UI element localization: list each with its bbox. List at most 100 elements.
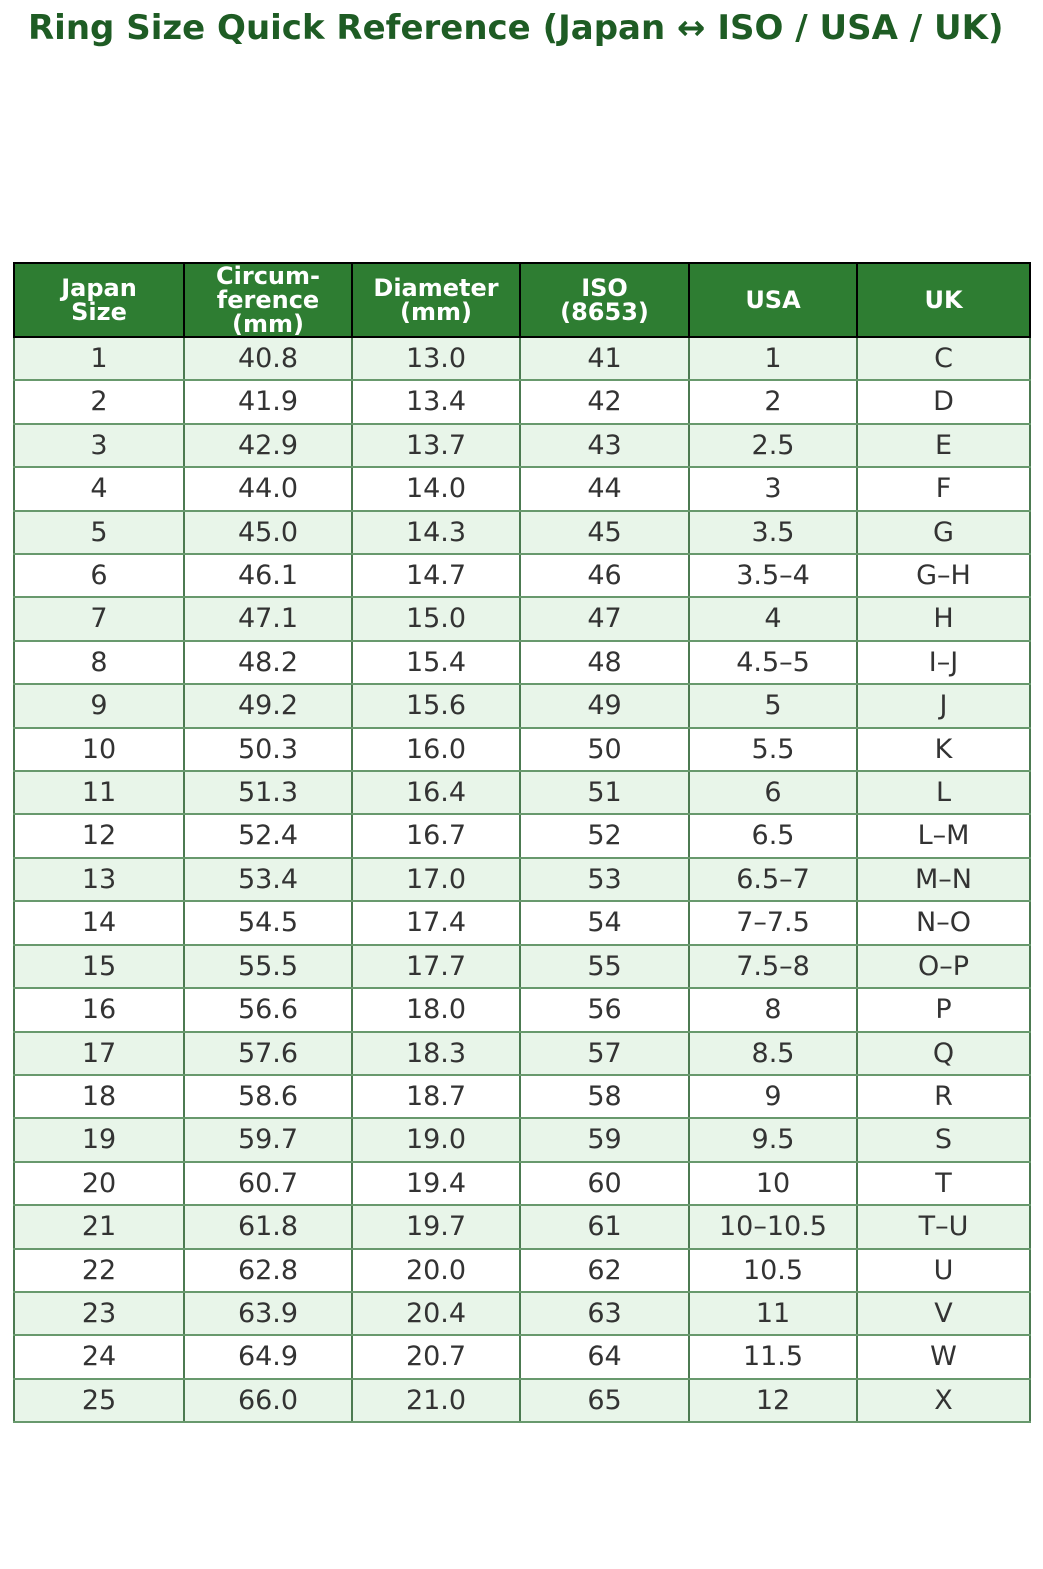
cell-uk: D — [856, 379, 1031, 425]
cell-iso: 54 — [519, 900, 690, 946]
cell-circumference: 63.9 — [183, 1290, 353, 1337]
cell-iso: 58 — [519, 1073, 690, 1120]
cell-uk: C — [856, 335, 1031, 382]
cell-usa: 6.5 — [688, 813, 858, 859]
cell-iso: 47 — [519, 596, 690, 642]
table-row: 20 60.7 19.4 60 10 T — [13, 1160, 1031, 1207]
cell-japan-size: 15 — [13, 943, 185, 990]
cell-diameter: 17.4 — [351, 900, 521, 946]
cell-iso: 45 — [519, 509, 690, 556]
table-row: 2 41.9 13.4 42 2 D — [13, 379, 1031, 425]
cell-japan-size: 5 — [13, 509, 185, 556]
cell-circumference: 50.3 — [183, 726, 353, 773]
cell-circumference: 52.4 — [183, 813, 353, 859]
cell-japan-size: 2 — [13, 379, 185, 425]
cell-circumference: 40.8 — [183, 335, 353, 382]
table-row: 23 63.9 20.4 63 11 V — [13, 1290, 1031, 1337]
cell-iso: 60 — [519, 1160, 690, 1207]
cell-iso: 55 — [519, 943, 690, 990]
table-row: 1 40.8 13.0 41 1 C — [13, 335, 1031, 382]
cell-usa: 9.5 — [688, 1117, 858, 1163]
cell-usa: 3 — [688, 466, 858, 512]
cell-japan-size: 21 — [13, 1204, 185, 1250]
cell-iso: 61 — [519, 1204, 690, 1250]
cell-circumference: 61.8 — [183, 1204, 353, 1250]
cell-circumference: 47.1 — [183, 596, 353, 642]
table-row: 21 61.8 19.7 61 10–10.5 T–U — [13, 1204, 1031, 1250]
cell-diameter: 20.0 — [351, 1247, 521, 1293]
table-row: 3 42.9 13.7 43 2.5 E — [13, 422, 1031, 469]
cell-circumference: 66.0 — [183, 1377, 353, 1424]
cell-usa: 11.5 — [688, 1334, 858, 1380]
cell-usa: 10.5 — [688, 1247, 858, 1293]
cell-circumference: 46.1 — [183, 553, 353, 599]
cell-uk: I–J — [856, 639, 1031, 686]
cell-japan-size: 1 — [13, 335, 185, 382]
cell-circumference: 59.7 — [183, 1117, 353, 1163]
table-row: 25 66.0 21.0 65 12 X — [13, 1377, 1031, 1424]
cell-usa: 8.5 — [688, 1030, 858, 1076]
table-row: 13 53.4 17.0 53 6.5–7 M–N — [13, 856, 1031, 903]
cell-japan-size: 8 — [13, 639, 185, 686]
table-row: 16 56.6 18.0 56 8 P — [13, 987, 1031, 1033]
cell-uk: M–N — [856, 856, 1031, 903]
table-row: 22 62.8 20.0 62 10.5 U — [13, 1247, 1031, 1293]
cell-uk: W — [856, 1334, 1031, 1380]
cell-diameter: 18.0 — [351, 987, 521, 1033]
cell-iso: 65 — [519, 1377, 690, 1424]
cell-diameter: 15.6 — [351, 683, 521, 729]
cell-diameter: 18.3 — [351, 1030, 521, 1076]
cell-japan-size: 22 — [13, 1247, 185, 1293]
cell-iso: 62 — [519, 1247, 690, 1293]
cell-japan-size: 6 — [13, 553, 185, 599]
cell-diameter: 16.4 — [351, 770, 521, 816]
cell-uk: H — [856, 596, 1031, 642]
cell-diameter: 19.0 — [351, 1117, 521, 1163]
cell-uk: L–M — [856, 813, 1031, 859]
cell-circumference: 41.9 — [183, 379, 353, 425]
cell-circumference: 49.2 — [183, 683, 353, 729]
table-row: 18 58.6 18.7 58 9 R — [13, 1073, 1031, 1120]
cell-uk: V — [856, 1290, 1031, 1337]
cell-usa: 3.5–4 — [688, 553, 858, 599]
cell-iso: 43 — [519, 422, 690, 469]
cell-japan-size: 19 — [13, 1117, 185, 1163]
cell-usa: 8 — [688, 987, 858, 1033]
cell-circumference: 56.6 — [183, 987, 353, 1033]
cell-diameter: 17.0 — [351, 856, 521, 903]
cell-iso: 48 — [519, 639, 690, 686]
cell-usa: 5 — [688, 683, 858, 729]
cell-usa: 9 — [688, 1073, 858, 1120]
cell-japan-size: 12 — [13, 813, 185, 859]
cell-iso: 49 — [519, 683, 690, 729]
cell-diameter: 18.7 — [351, 1073, 521, 1120]
cell-iso: 57 — [519, 1030, 690, 1076]
cell-uk: O–P — [856, 943, 1031, 990]
cell-usa: 12 — [688, 1377, 858, 1424]
cell-diameter: 14.0 — [351, 466, 521, 512]
cell-uk: L — [856, 770, 1031, 816]
table-row: 12 52.4 16.7 52 6.5 L–M — [13, 813, 1031, 859]
cell-circumference: 42.9 — [183, 422, 353, 469]
cell-diameter: 15.0 — [351, 596, 521, 642]
cell-iso: 41 — [519, 335, 690, 382]
table-row: 19 59.7 19.0 59 9.5 S — [13, 1117, 1031, 1163]
cell-circumference: 45.0 — [183, 509, 353, 556]
cell-usa: 2 — [688, 379, 858, 425]
cell-iso: 44 — [519, 466, 690, 512]
cell-diameter: 21.0 — [351, 1377, 521, 1424]
cell-uk: G–H — [856, 553, 1031, 599]
table-row: 6 46.1 14.7 46 3.5–4 G–H — [13, 553, 1031, 599]
cell-usa: 4 — [688, 596, 858, 642]
cell-uk: K — [856, 726, 1031, 773]
cell-diameter: 16.0 — [351, 726, 521, 773]
col-header-usa: USA — [688, 262, 858, 338]
cell-uk: P — [856, 987, 1031, 1033]
header-row: Japan Size Circum- ference (mm) Diameter… — [13, 262, 1031, 338]
table-row: 11 51.3 16.4 51 6 L — [13, 770, 1031, 816]
cell-diameter: 19.4 — [351, 1160, 521, 1207]
table-row: 8 48.2 15.4 48 4.5–5 I–J — [13, 639, 1031, 686]
cell-diameter: 13.4 — [351, 379, 521, 425]
cell-usa: 2.5 — [688, 422, 858, 469]
table-row: 17 57.6 18.3 57 8.5 Q — [13, 1030, 1031, 1076]
